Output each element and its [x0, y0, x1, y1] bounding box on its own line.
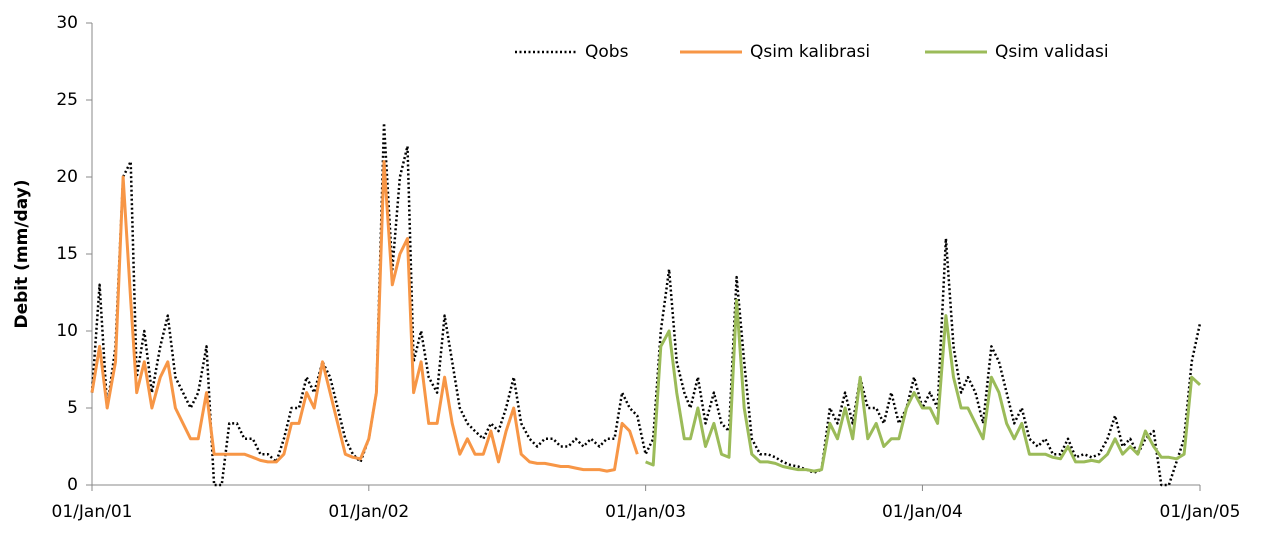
y-tick-label: 5	[67, 398, 78, 418]
series-line	[645, 298, 1202, 473]
y-tick-label: 15	[56, 244, 78, 264]
series-line	[90, 121, 1202, 487]
series-line	[90, 160, 639, 473]
x-tick-label: 01/Jan/05	[1160, 502, 1241, 522]
y-tick-label: 25	[56, 90, 78, 110]
y-axis-label: Debit (mm/day)	[12, 179, 32, 328]
legend-label: Qsim validasi	[995, 42, 1109, 62]
y-tick-label: 20	[56, 167, 78, 187]
x-tick-label: 01/Jan/04	[882, 502, 963, 522]
y-tick-label: 0	[67, 475, 78, 495]
x-tick-label: 01/Jan/01	[52, 502, 133, 522]
legend-label: Qobs	[585, 42, 629, 62]
y-tick-label: 10	[56, 321, 78, 341]
x-tick-label: 01/Jan/02	[328, 502, 409, 522]
x-tick-label: 01/Jan/03	[605, 502, 686, 522]
y-tick-label: 30	[56, 13, 78, 33]
legend-label: Qsim kalibrasi	[750, 42, 870, 62]
